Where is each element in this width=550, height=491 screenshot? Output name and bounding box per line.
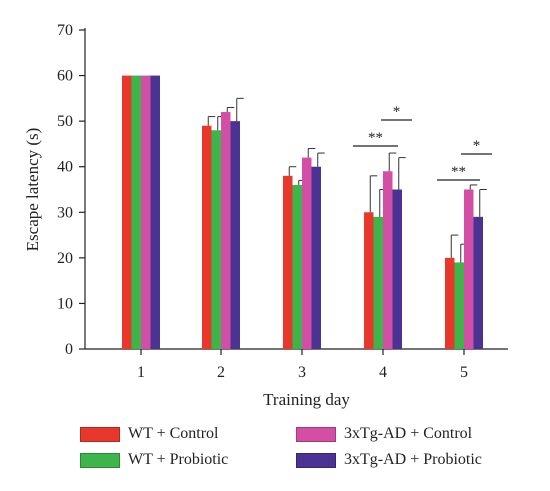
y-axis: 0 10 20 30 40 50 60 70	[57, 22, 86, 358]
x-tick-label: 1	[137, 364, 145, 381]
legend-swatch	[80, 426, 120, 442]
bar	[383, 171, 393, 349]
legend-item-wt-control: WT + Control	[80, 425, 219, 443]
bar	[211, 130, 221, 349]
x-axis: 1 2 3 4 5	[85, 348, 508, 381]
bar	[141, 75, 151, 350]
legend-item-3xtg-probiotic: 3xTg-AD + Probiotic	[296, 451, 482, 469]
significance-label: **	[451, 164, 466, 180]
legend-swatch	[80, 452, 120, 468]
y-tick-label: 0	[65, 341, 73, 358]
bar	[364, 212, 374, 349]
x-tick-label: 3	[298, 364, 306, 381]
significance-label: *	[393, 104, 401, 120]
bar	[464, 189, 474, 349]
bar	[445, 257, 455, 349]
bar	[373, 216, 383, 349]
legend-label: 3xTg-AD + Probiotic	[344, 451, 482, 468]
y-tick-label: 70	[57, 22, 73, 39]
bar	[221, 112, 231, 350]
bar	[302, 157, 312, 349]
bar	[311, 166, 321, 349]
legend-item-3xtg-control: 3xTg-AD + Control	[296, 425, 472, 443]
legend-item-wt-probiotic: WT + Probiotic	[80, 451, 228, 469]
x-axis-title: Training day	[263, 390, 350, 409]
significance-label: **	[368, 130, 383, 146]
legend-label: WT + Control	[128, 425, 219, 442]
bar	[454, 262, 464, 349]
legend-label: WT + Probiotic	[128, 451, 229, 468]
bar	[122, 75, 132, 350]
x-tick-label: 2	[217, 364, 225, 381]
legend-label: 3xTg-AD + Control	[344, 425, 473, 442]
y-tick-label: 60	[57, 68, 73, 85]
bar	[202, 125, 212, 349]
legend-swatch	[296, 452, 336, 468]
y-tick-label: 30	[57, 204, 73, 221]
bar	[150, 75, 160, 350]
y-tick-label: 50	[57, 113, 73, 130]
significance-label: *	[473, 138, 481, 154]
y-tick-label: 10	[57, 295, 73, 312]
significance-annotations: ******	[353, 104, 492, 181]
bar	[392, 189, 402, 349]
x-tick-label: 5	[460, 364, 468, 381]
y-tick-label: 20	[57, 250, 73, 267]
bars	[122, 75, 487, 350]
y-tick-label: 40	[57, 159, 73, 176]
legend-swatch	[296, 426, 336, 442]
bar	[283, 175, 293, 349]
bar	[473, 216, 483, 349]
y-axis-title: Escape latency (s)	[23, 128, 42, 252]
bar	[230, 121, 240, 350]
x-tick-label: 4	[379, 364, 387, 381]
bar	[292, 184, 302, 349]
bar	[131, 75, 141, 350]
